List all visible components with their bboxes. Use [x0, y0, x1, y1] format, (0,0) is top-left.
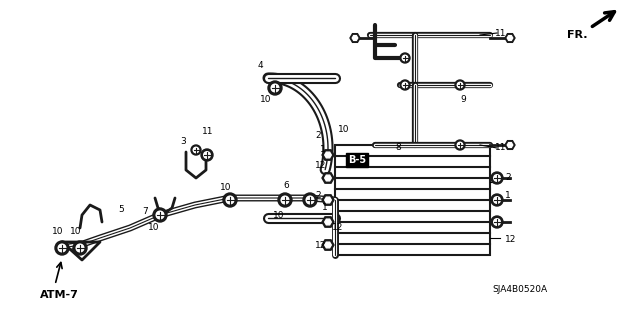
Text: 10: 10	[148, 224, 159, 233]
Text: FR.: FR.	[568, 30, 588, 40]
Circle shape	[191, 145, 201, 155]
Polygon shape	[324, 242, 332, 248]
Text: 6: 6	[283, 181, 289, 189]
Polygon shape	[505, 34, 515, 42]
Circle shape	[493, 219, 500, 225]
Text: 1: 1	[322, 204, 328, 212]
Text: 2: 2	[505, 174, 511, 182]
Text: 1: 1	[505, 190, 511, 199]
Circle shape	[457, 82, 463, 88]
Circle shape	[306, 196, 314, 204]
Circle shape	[493, 175, 500, 181]
Text: 10: 10	[70, 227, 81, 236]
Text: B-5: B-5	[348, 155, 366, 165]
Text: 12: 12	[315, 241, 326, 249]
Polygon shape	[324, 175, 332, 181]
Circle shape	[156, 211, 164, 219]
Polygon shape	[322, 173, 334, 183]
Polygon shape	[324, 152, 332, 158]
Circle shape	[457, 142, 463, 148]
Circle shape	[491, 216, 503, 228]
Text: SJA4B0520A: SJA4B0520A	[492, 286, 548, 294]
Circle shape	[491, 194, 503, 206]
Bar	[335, 145, 490, 255]
Polygon shape	[322, 150, 334, 160]
Circle shape	[193, 147, 199, 153]
Text: 10: 10	[338, 125, 349, 135]
Text: 10: 10	[260, 95, 271, 105]
Circle shape	[403, 55, 408, 61]
Circle shape	[201, 149, 213, 161]
Text: 2: 2	[315, 130, 321, 139]
Polygon shape	[352, 36, 358, 41]
Circle shape	[278, 193, 292, 207]
Text: 5: 5	[118, 205, 124, 214]
Circle shape	[271, 84, 279, 92]
Text: 12: 12	[315, 160, 326, 169]
Text: 10: 10	[52, 227, 63, 236]
Text: 3: 3	[180, 137, 186, 146]
Circle shape	[455, 80, 465, 90]
Circle shape	[281, 196, 289, 204]
Circle shape	[491, 172, 503, 184]
Text: 1: 1	[320, 145, 326, 154]
Circle shape	[400, 53, 410, 63]
Circle shape	[493, 197, 500, 203]
Text: ATM-7: ATM-7	[40, 290, 79, 300]
Circle shape	[226, 196, 234, 204]
Circle shape	[403, 82, 408, 88]
Polygon shape	[322, 195, 334, 205]
Circle shape	[73, 241, 87, 255]
Circle shape	[55, 241, 69, 255]
Polygon shape	[324, 197, 332, 203]
Polygon shape	[324, 219, 332, 225]
Circle shape	[204, 152, 211, 158]
Text: 11: 11	[495, 144, 506, 152]
Circle shape	[76, 244, 84, 252]
Text: 2: 2	[315, 190, 321, 199]
Polygon shape	[350, 34, 360, 42]
Circle shape	[400, 80, 410, 90]
Text: 12: 12	[505, 235, 516, 244]
Text: 8: 8	[395, 144, 401, 152]
Polygon shape	[322, 240, 334, 250]
Text: 11: 11	[495, 28, 506, 38]
Circle shape	[223, 193, 237, 207]
Circle shape	[58, 244, 66, 252]
Circle shape	[268, 81, 282, 95]
Polygon shape	[505, 141, 515, 149]
Text: 4: 4	[258, 61, 264, 70]
Circle shape	[303, 193, 317, 207]
Text: 10: 10	[220, 183, 232, 192]
Circle shape	[153, 208, 167, 222]
Polygon shape	[508, 143, 513, 147]
Text: 9: 9	[460, 95, 466, 105]
Polygon shape	[322, 217, 334, 227]
Text: 12: 12	[332, 224, 344, 233]
Circle shape	[455, 140, 465, 150]
Text: 10: 10	[273, 211, 285, 219]
Polygon shape	[508, 36, 513, 41]
Text: 7: 7	[142, 207, 148, 217]
Text: 11: 11	[202, 128, 214, 137]
